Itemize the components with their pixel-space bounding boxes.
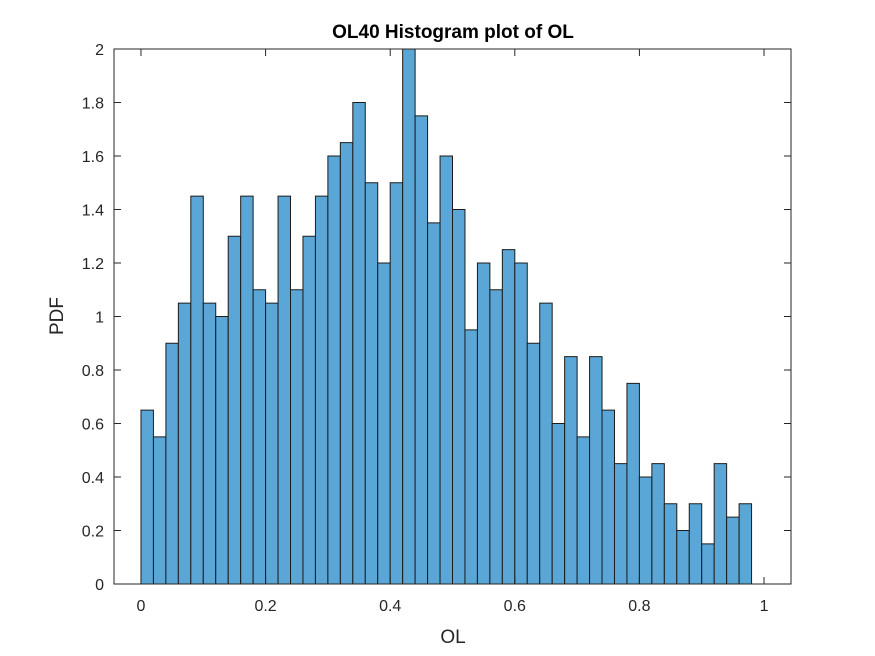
histogram-bar: [177, 302, 192, 585]
histogram-bar: [364, 182, 379, 585]
histogram-bar: [190, 195, 204, 585]
y-tick-label: 0.4: [82, 470, 104, 487]
histogram-bar: [514, 262, 528, 585]
histogram-bar: [389, 182, 404, 585]
y-tick-label: 1.8: [82, 96, 104, 113]
histogram-bar: [464, 329, 478, 585]
histogram-bar: [252, 289, 267, 585]
chart-title: OL40 Histogram plot of OL: [332, 22, 574, 43]
histogram-bar: [539, 302, 553, 585]
y-tick-label: 0.8: [82, 363, 104, 380]
histogram-bar: [589, 356, 603, 585]
histogram-bar: [427, 222, 441, 585]
x-tick-label: 0.2: [254, 598, 276, 615]
y-tick-label: 1.2: [82, 256, 104, 273]
histogram-bar: [277, 195, 292, 585]
y-tick-label: 0: [95, 577, 104, 594]
histogram-bar: [327, 155, 341, 585]
histogram-bar: [489, 289, 503, 585]
histogram-bar: [726, 516, 740, 585]
x-tick-label: 0.4: [379, 598, 401, 615]
x-tick-label: 0.6: [504, 598, 526, 615]
y-tick-label: 0.2: [82, 524, 104, 541]
bars-group: [140, 48, 753, 585]
histogram-bar: [439, 155, 454, 585]
y-tick-label: 0.6: [82, 417, 104, 434]
histogram-bar: [551, 423, 566, 585]
histogram-bar: [738, 503, 753, 585]
histogram-bar: [564, 356, 578, 585]
histogram-bar: [688, 503, 703, 585]
histogram-bar: [613, 463, 628, 585]
histogram-bar: [377, 262, 391, 585]
histogram-bar: [663, 503, 678, 585]
histogram-bar: [240, 195, 254, 585]
histogram-bar: [452, 209, 466, 585]
x-tick-label: 0.8: [628, 598, 650, 615]
y-tick-label: 1.4: [82, 203, 104, 220]
histogram-bar: [352, 102, 366, 585]
histogram-bar: [414, 115, 429, 585]
histogram-bar: [601, 409, 615, 585]
y-axis-label: PDF: [47, 297, 68, 335]
histogram-bar: [202, 302, 217, 585]
histogram-bar: [526, 342, 541, 585]
histogram-bar: [402, 48, 416, 585]
y-tick-label: 1: [95, 310, 104, 327]
histogram-bar: [638, 476, 653, 585]
y-axis: 0 0.2 0.4 0.6 0.8 1 1.2 1.4 1.6 1.8 2: [82, 42, 791, 594]
histogram-bar: [576, 436, 591, 585]
x-tick-label: 0: [137, 598, 146, 615]
histogram-bar: [290, 289, 304, 585]
histogram-bar: [140, 409, 154, 585]
y-tick-label: 1.6: [82, 149, 104, 166]
histogram-bar: [701, 543, 715, 585]
histogram-bar: [476, 262, 491, 585]
histogram-bar: [626, 382, 640, 585]
histogram-bar: [713, 463, 728, 585]
histogram-bar: [651, 463, 665, 585]
histogram-bar: [314, 195, 329, 585]
x-tick-label: 1: [760, 598, 769, 615]
histogram-bar: [676, 530, 690, 585]
x-axis-label: OL: [440, 627, 465, 648]
histogram-bar: [302, 235, 316, 585]
histogram-bar: [339, 142, 354, 585]
histogram-bar: [227, 235, 242, 585]
histogram-bar: [215, 316, 229, 585]
histogram-bar: [501, 249, 516, 585]
x-axis: 0 0.2 0.4 0.6 0.8 1: [137, 49, 769, 615]
histogram-bar: [265, 302, 279, 585]
y-tick-label: 2: [95, 42, 104, 59]
histogram-bar: [165, 342, 179, 585]
histogram-bar: [152, 436, 167, 585]
